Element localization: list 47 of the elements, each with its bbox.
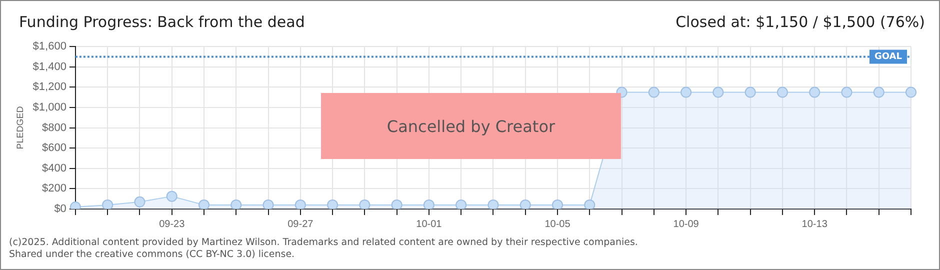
point: [776, 86, 788, 98]
chart-title: Funding Progress: Back from the dead: [19, 13, 305, 31]
point: [456, 199, 467, 209]
point: [520, 199, 531, 209]
x-tick-label: 10-01: [416, 218, 442, 230]
y-tick-label: $200: [42, 182, 66, 195]
point: [166, 190, 178, 202]
point: [906, 86, 916, 98]
y-tick-label: $600: [42, 142, 66, 154]
point: [230, 199, 242, 209]
point: [648, 86, 660, 98]
x-tick-label: 09-27: [288, 218, 314, 230]
point: [712, 86, 724, 98]
point: [680, 86, 692, 98]
x-tick-label: 10-13: [802, 218, 828, 230]
point: [359, 199, 370, 209]
y-tick-label: $1,400: [32, 60, 66, 73]
point: [391, 199, 402, 209]
point: [198, 199, 210, 209]
point: [873, 86, 884, 98]
x-tick-label: 10-05: [544, 218, 571, 230]
y-axis-title: PLEDGED: [14, 106, 25, 150]
point: [552, 199, 563, 209]
y-tick-label: $0: [54, 203, 66, 216]
x-tick-label: 10-09: [673, 218, 700, 230]
point: [584, 199, 596, 209]
text: Shared under the creative commons (CC BY-NC 3.0) license.: [9, 249, 295, 260]
point: [809, 86, 820, 98]
point: [294, 199, 306, 209]
y-tick-label: $800: [42, 122, 66, 134]
point: [134, 196, 146, 208]
point: [423, 199, 434, 209]
point: [841, 86, 852, 98]
point: [262, 199, 274, 209]
y-tick-label: $1,600: [32, 40, 66, 53]
cancelled-banner: Cancelled by Creator: [321, 93, 621, 159]
point: [102, 199, 114, 209]
y-tick-label: $1,200: [32, 81, 66, 94]
y-tick-label: $400: [42, 162, 66, 174]
point: [327, 199, 338, 209]
point: [744, 86, 756, 98]
chart-subtitle: Closed at: $1,150 / $1,500 (76%): [676, 13, 925, 31]
point: [488, 199, 499, 209]
x-tick-label: 09-23: [159, 218, 186, 230]
text: (c)2025. Additional content provided by Martinez Wilson. Trademarks and related content are owned by their respective companies.: [9, 237, 638, 248]
ref-line-label: GOAL: [874, 52, 902, 62]
y-tick-label: $1,000: [32, 102, 66, 114]
